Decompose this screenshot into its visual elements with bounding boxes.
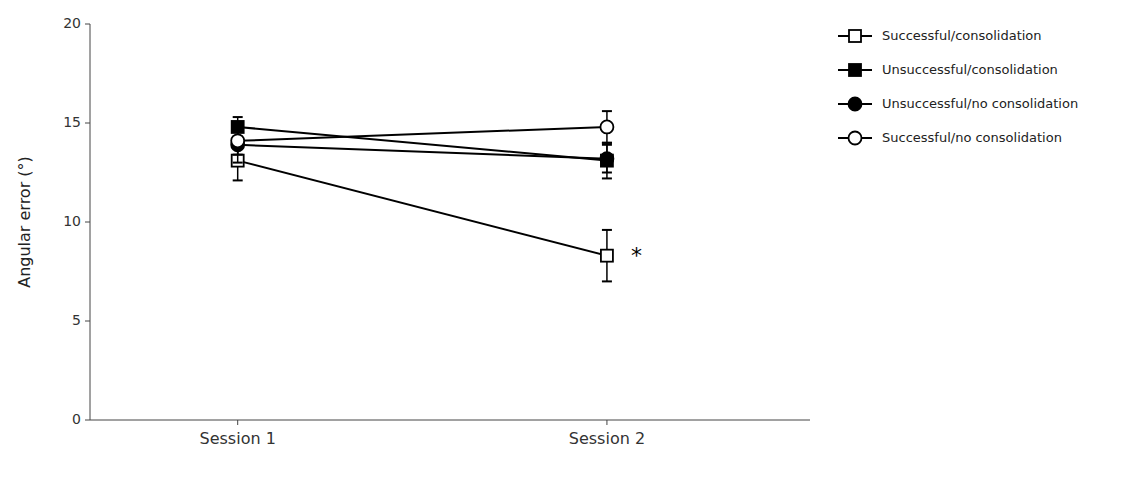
legend-label: Successful/consolidation <box>882 28 1042 43</box>
plot-area <box>231 111 613 281</box>
series <box>231 111 613 155</box>
error-bar-cap <box>602 142 612 144</box>
error-bar-cap <box>602 172 612 174</box>
y-tick <box>85 222 90 223</box>
series-line <box>238 161 607 256</box>
legend-marker <box>849 30 861 42</box>
legend-marker <box>849 98 862 111</box>
y-tick-label: 0 <box>72 411 81 427</box>
annotation: * <box>631 243 642 268</box>
error-bar <box>602 230 612 281</box>
error-bar-cap <box>233 162 243 164</box>
y-tick-label: 5 <box>72 312 81 328</box>
series <box>232 141 613 282</box>
legend: Successful/consolidation Unsuccessful/con… <box>838 28 1078 145</box>
y-tick <box>85 24 90 25</box>
error-bar-cap <box>602 229 612 231</box>
error-bar-cap <box>233 126 243 128</box>
y-tick-label: 10 <box>63 213 81 229</box>
series <box>232 117 613 178</box>
x-tick <box>606 420 607 425</box>
error-bar-cap <box>602 142 612 144</box>
y-tick-label: 20 <box>63 15 81 31</box>
x-tick-label: Session 1 <box>200 429 276 448</box>
y-axis-label: Angular error (°) <box>15 156 34 288</box>
legend-label: Unsuccessful/consolidation <box>882 62 1058 77</box>
point <box>600 120 613 133</box>
error-bar-cap <box>233 154 243 156</box>
series-line <box>238 145 607 159</box>
point <box>600 152 613 165</box>
legend-label: Successful/no consolidation <box>882 130 1062 145</box>
error-bar-cap <box>602 144 612 146</box>
point <box>231 134 244 147</box>
x-tick-label: Session 2 <box>569 429 645 448</box>
legend-item: Unsuccessful/consolidation <box>838 62 1058 77</box>
point <box>601 250 613 262</box>
y-tick-label: 15 <box>63 114 81 130</box>
error-bar-cap <box>233 116 243 118</box>
series-line <box>238 127 607 161</box>
legend-item: Successful/no consolidation <box>838 130 1062 145</box>
error-bar-cap <box>233 126 243 128</box>
error-bar-cap <box>602 280 612 282</box>
x-tick <box>237 420 238 425</box>
y-tick <box>85 321 90 322</box>
series <box>231 127 613 173</box>
axes: 0 5 10 15 20 Session 1 Session 2 Angular error … <box>15 15 810 448</box>
legend-marker <box>849 132 862 145</box>
series-line <box>238 127 607 141</box>
error-bar-cap <box>233 179 243 181</box>
legend-item: Successful/consolidation <box>838 28 1042 43</box>
chart-container: 0 5 10 15 20 Session 1 Session 2 Angular error … <box>0 0 1143 480</box>
error-bar-cap <box>602 177 612 179</box>
y-tick <box>85 420 90 421</box>
y-tick <box>85 123 90 124</box>
chart-svg: 0 5 10 15 20 Session 1 Session 2 Angular error … <box>0 0 1143 480</box>
legend-item: Unsuccessful/no consolidation <box>838 96 1078 111</box>
x-axis-line <box>90 420 810 421</box>
error-bar-cap <box>602 110 612 112</box>
legend-label: Unsuccessful/no consolidation <box>882 96 1078 111</box>
legend-marker <box>849 64 861 76</box>
